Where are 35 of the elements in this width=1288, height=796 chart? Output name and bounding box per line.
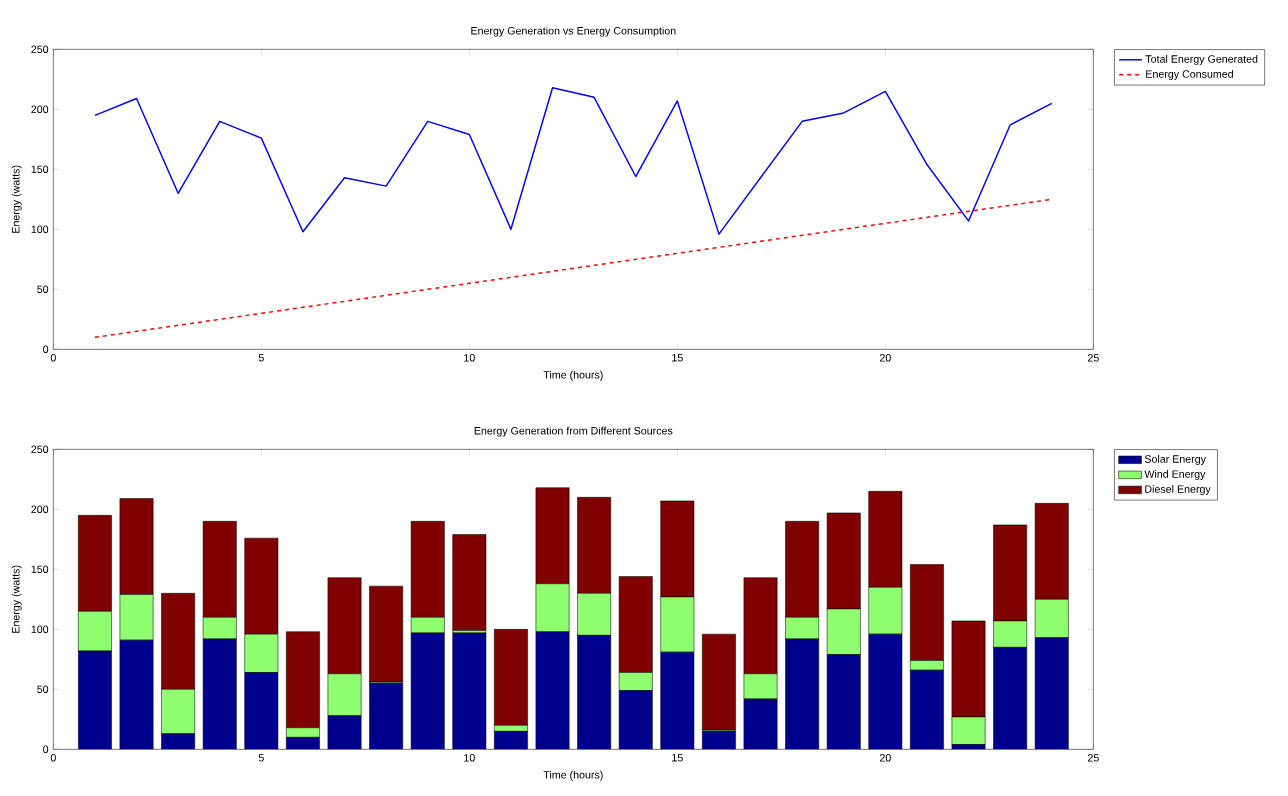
y-axis-title: Energy (watts) — [11, 565, 22, 633]
x-tick-label: 5 — [258, 354, 264, 362]
x-axis-title: Time (hours) — [543, 770, 603, 781]
x-tick-label: 0 — [50, 354, 56, 362]
x-tick-label: 15 — [672, 354, 683, 362]
legend-label: Solar Energy — [1144, 454, 1206, 465]
y-tick-label: 200 — [31, 505, 49, 514]
legend-label: Energy Consumed — [1146, 69, 1233, 80]
legend-label: Total Energy Generated — [1145, 54, 1258, 65]
y-tick-label: 150 — [31, 165, 49, 174]
y-tick-label: 50 — [37, 685, 49, 694]
y-tick-label: 100 — [31, 225, 49, 234]
x-tick-label: 25 — [1087, 754, 1099, 762]
y-tick-label: 0 — [43, 345, 49, 354]
x-tick-label: 5 — [258, 754, 264, 762]
x-tick-label: 10 — [464, 354, 475, 362]
chart-title: Energy Generation vs Energy Consumption — [471, 26, 676, 37]
x-tick-label: 20 — [879, 754, 891, 762]
y-tick-label: 100 — [31, 625, 49, 634]
legend-label: Diesel Energy — [1145, 485, 1211, 495]
legend-label: Wind Energy — [1144, 469, 1206, 480]
y-tick-label: 200 — [31, 105, 49, 114]
x-tick-label: 15 — [672, 754, 683, 762]
y-tick-label: 150 — [31, 565, 49, 574]
x-tick-label: 25 — [1087, 354, 1099, 362]
x-tick-label: 0 — [50, 754, 56, 762]
x-tick-label: 20 — [879, 354, 891, 362]
y-tick-label: 250 — [31, 445, 49, 454]
x-axis-title: Time (hours) — [543, 370, 603, 381]
x-tick-label: 10 — [464, 754, 475, 762]
y-tick-label: 0 — [43, 745, 49, 754]
y-tick-label: 250 — [31, 45, 49, 54]
y-axis-title: Energy (watts) — [11, 165, 22, 233]
y-tick-label: 50 — [37, 285, 49, 294]
chart-title: Energy Generation from Different Sources — [474, 426, 673, 437]
